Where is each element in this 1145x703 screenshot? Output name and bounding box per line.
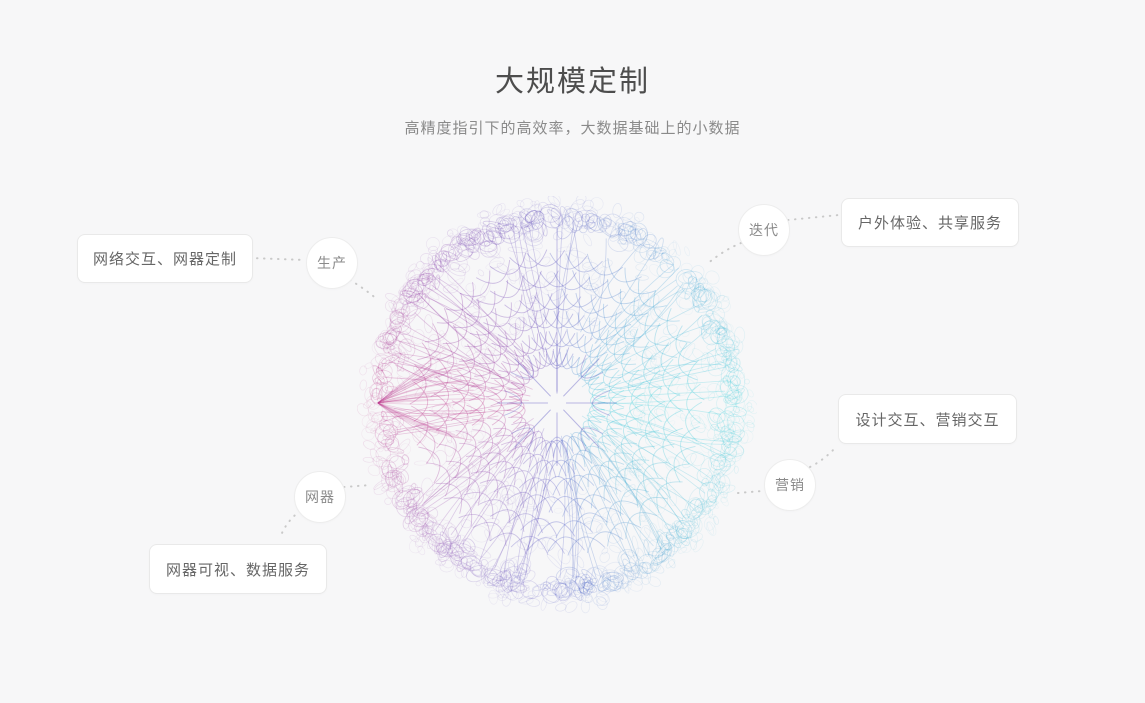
- node-marketing: 营销: [764, 459, 816, 511]
- node-label: 网器: [305, 489, 335, 505]
- node-device: 网器: [294, 471, 346, 523]
- dotted-connector: [281, 510, 301, 534]
- card-label: 网络交互、网器定制: [92, 251, 237, 268]
- sphere-visualization: [357, 196, 757, 614]
- node-production: 生产: [306, 237, 358, 289]
- card-label: 户外体验、共享服务: [857, 215, 1002, 232]
- page-subtitle: 高精度指引下的高效率，大数据基础上的小数据: [404, 120, 741, 137]
- node-label: 生产: [317, 255, 347, 271]
- card-design-interaction: 设计交互、营销交互: [838, 394, 1017, 444]
- card-outdoor-experience: 户外体验、共享服务: [841, 198, 1019, 247]
- dotted-connector: [787, 214, 840, 221]
- node-label: 营销: [775, 477, 805, 493]
- dotted-connector: [249, 257, 306, 261]
- node-label: 迭代: [749, 222, 779, 238]
- card-label: 网器可视、数据服务: [165, 561, 310, 579]
- card-network-interaction: 网络交互、网器定制: [77, 234, 253, 283]
- node-iteration: 迭代: [738, 204, 790, 256]
- page-title: 大规模定制: [494, 66, 650, 98]
- card-label: 设计交互、营销交互: [855, 411, 1000, 429]
- dotted-connector: [809, 446, 837, 468]
- card-device-visual: 网器可视、数据服务: [149, 544, 327, 594]
